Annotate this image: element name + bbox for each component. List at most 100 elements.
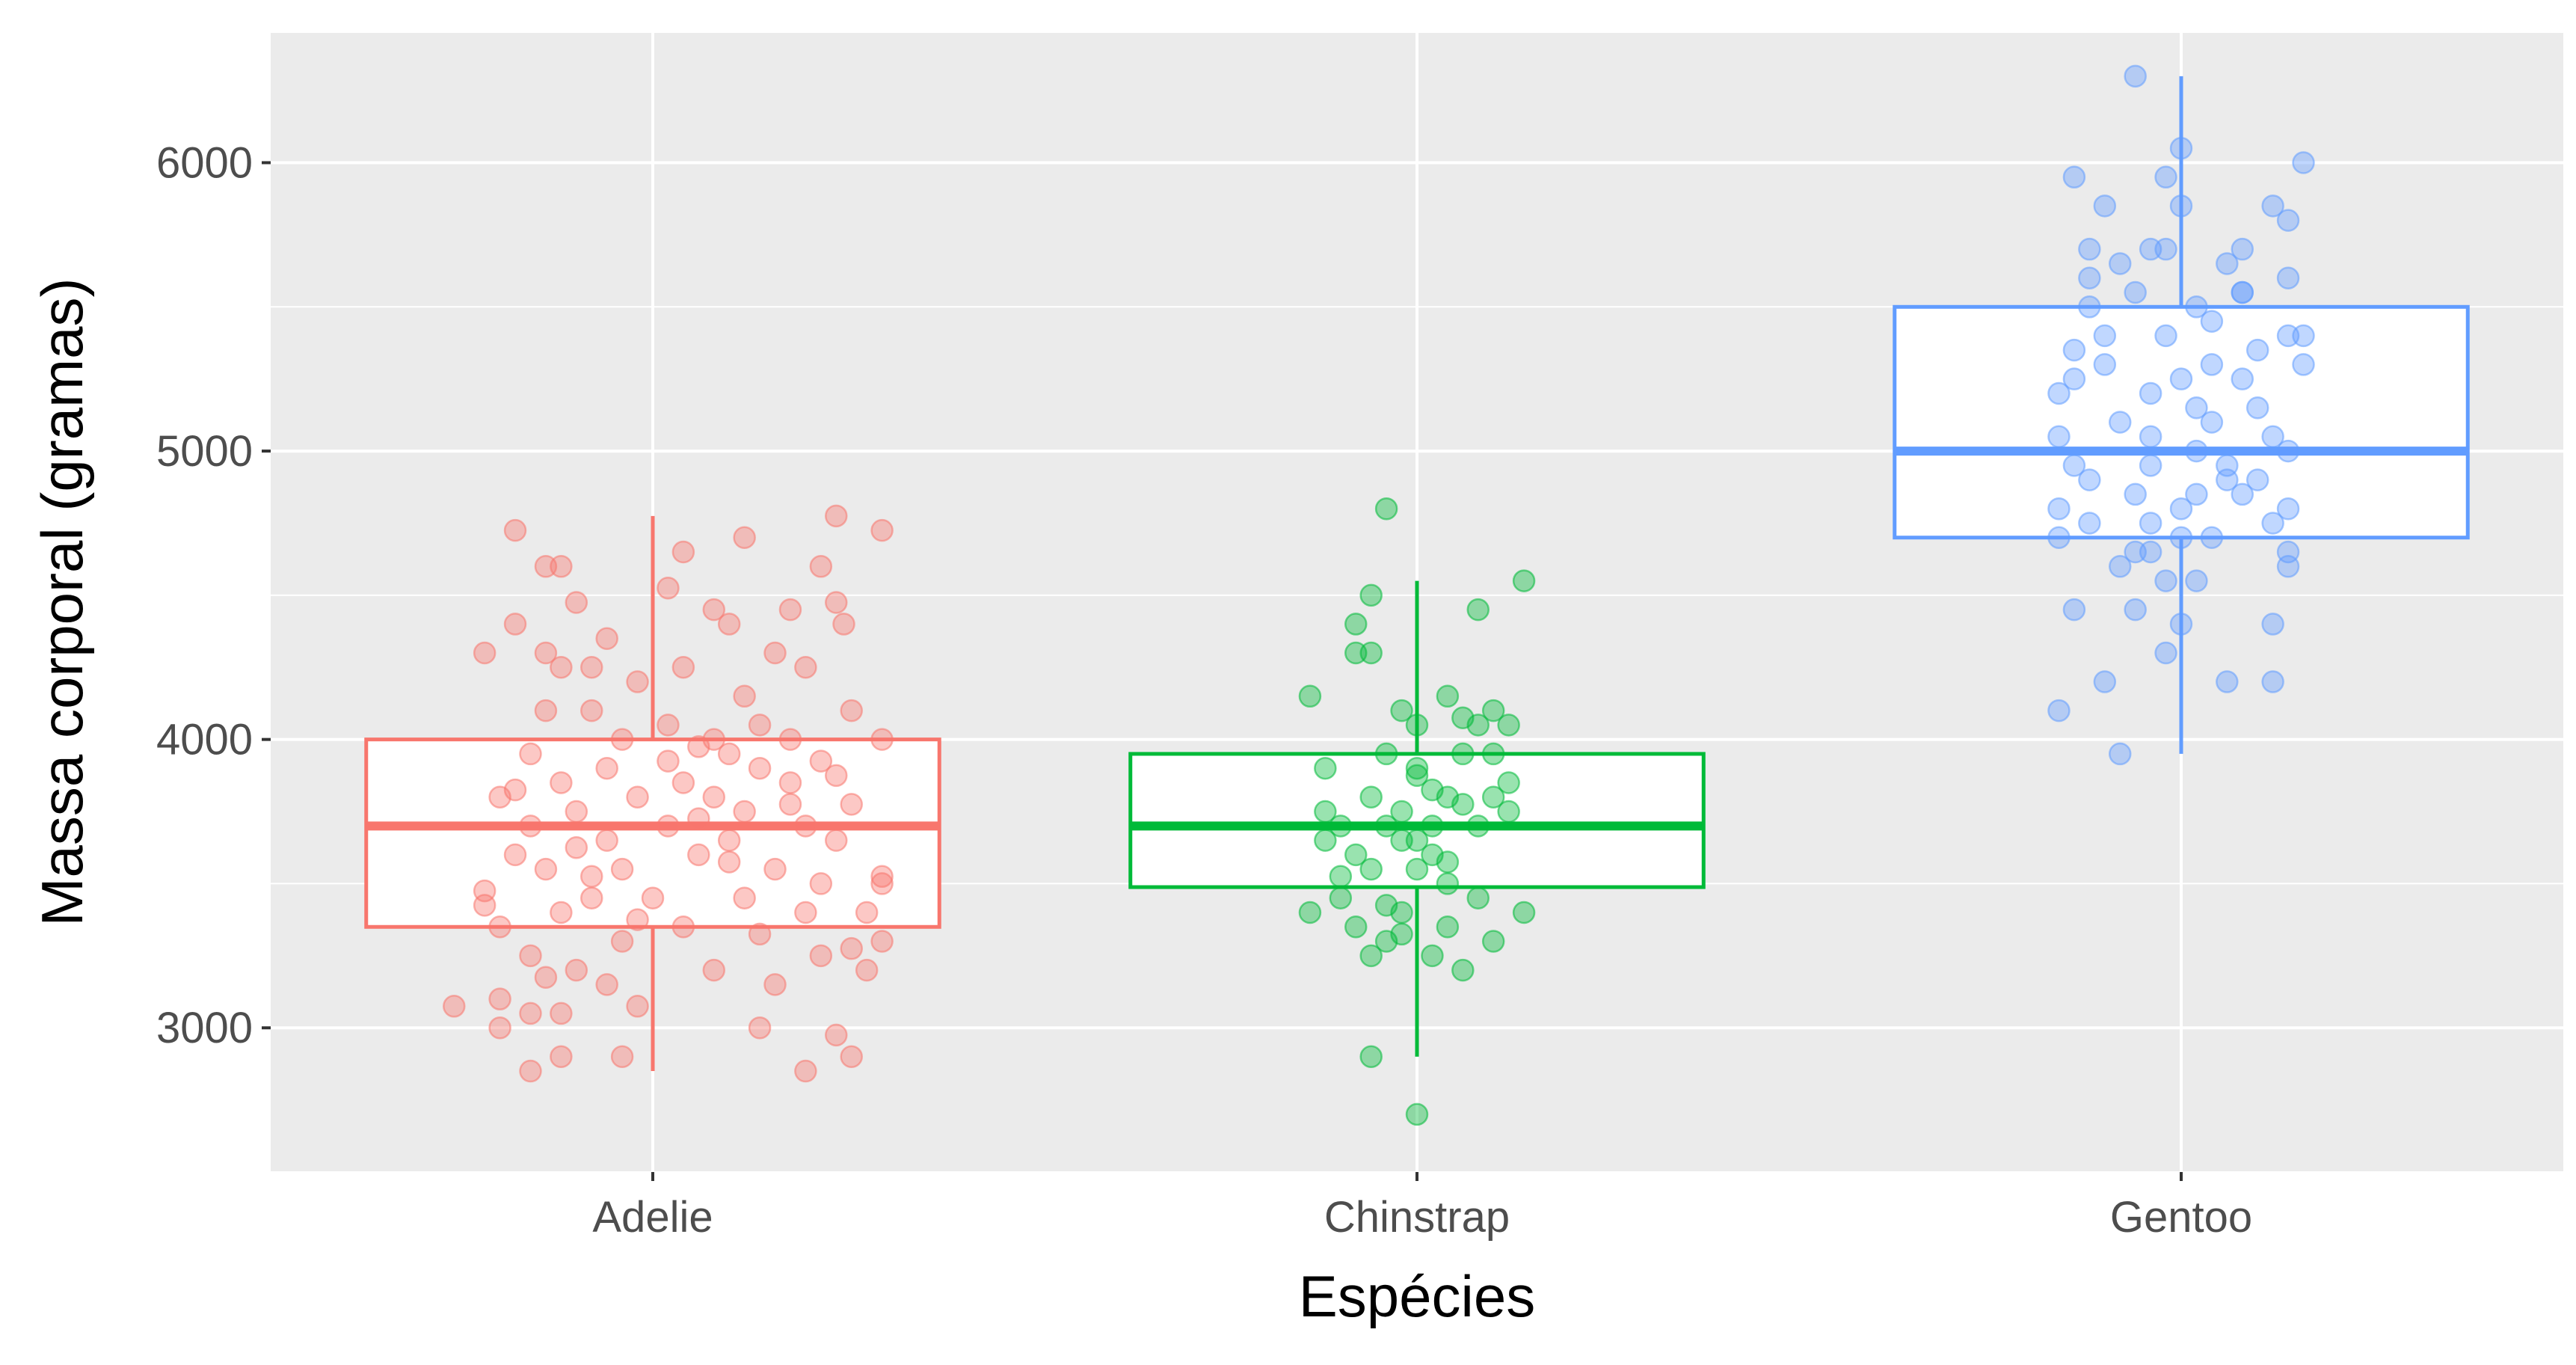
data-point-gentoo [2139,512,2162,535]
data-point-chinstrap [1344,843,1368,867]
data-point-adelie [519,1059,542,1083]
data-point-gentoo [2047,526,2071,549]
data-point-gentoo [2169,367,2193,390]
data-point-gentoo [2124,64,2147,88]
data-point-adelie [855,958,879,982]
data-point-adelie [550,656,573,679]
data-point-chinstrap [1436,915,1460,939]
data-point-adelie [503,778,527,802]
data-point-adelie [503,518,527,542]
y-tick-label: 5000 [156,427,253,476]
data-point-adelie [809,749,833,773]
data-point-adelie [595,973,618,996]
data-point-adelie [763,973,787,996]
data-point-gentoo [2216,670,2239,693]
data-point-chinstrap [1436,850,1460,874]
data-point-chinstrap [1405,756,1429,780]
data-point-adelie [702,785,726,809]
data-point-chinstrap [1436,872,1460,895]
data-point-adelie [733,684,756,708]
data-point-gentoo [2093,353,2117,376]
data-point-chinstrap [1374,894,1398,917]
data-point-chinstrap [1359,583,1383,607]
data-point-adelie [580,865,603,889]
data-point-chinstrap [1374,497,1398,521]
data-point-gentoo [2185,439,2208,463]
data-point-chinstrap [1421,944,1444,968]
data-point-adelie [870,865,894,889]
data-point-chinstrap [1359,785,1383,809]
data-point-chinstrap [1497,771,1520,794]
data-point-chinstrap [1405,1102,1429,1126]
data-point-adelie [550,1045,573,1069]
data-point-chinstrap [1512,901,1536,924]
data-point-gentoo [2093,670,2117,693]
data-point-adelie [626,908,649,931]
data-point-adelie [534,699,558,723]
data-point-chinstrap [1374,815,1398,838]
points-layer [443,64,2315,1126]
data-point-gentoo [2154,641,2177,665]
data-point-adelie [702,728,726,751]
data-point-adelie [870,872,894,895]
y-axis-title: Massa corporal (gramas) [29,278,95,927]
data-point-chinstrap [1405,857,1429,881]
data-point-adelie [825,1023,848,1047]
data-point-adelie [488,915,511,939]
data-point-chinstrap [1344,641,1368,665]
data-point-adelie [794,1059,817,1083]
data-point-adelie [550,901,573,924]
data-point-gentoo [2276,266,2300,289]
data-point-chinstrap [1298,901,1322,924]
data-point-adelie [534,857,558,881]
data-point-adelie [595,627,618,650]
data-point-adelie [443,995,466,1018]
data-point-adelie [748,1016,772,1040]
data-point-adelie [657,815,680,838]
data-point-gentoo [2276,209,2300,232]
data-point-adelie [763,641,787,665]
data-point-adelie [840,1045,863,1069]
data-point-chinstrap [1390,829,1413,852]
data-point-adelie [473,641,497,665]
data-point-adelie [657,714,680,737]
data-point-adelie [641,886,665,910]
data-point-chinstrap [1451,958,1475,982]
data-point-gentoo [2276,439,2300,463]
data-point-chinstrap [1466,815,1490,838]
data-point-chinstrap [1466,598,1490,622]
data-point-gentoo [2200,526,2224,549]
data-point-chinstrap [1359,857,1383,881]
data-point-adelie [580,886,603,910]
data-point-gentoo [2231,367,2254,390]
data-point-adelie [778,771,802,794]
data-point-gentoo [2062,165,2086,189]
data-point-chinstrap [1374,742,1398,766]
data-point-gentoo [2169,613,2193,636]
data-point-gentoo [2124,540,2147,564]
data-point-gentoo [2078,512,2101,535]
data-point-gentoo [2292,151,2315,174]
data-point-gentoo [2169,497,2193,521]
data-point-chinstrap [1481,930,1505,953]
data-point-gentoo [2276,555,2300,578]
data-point-chinstrap [1329,886,1353,910]
data-point-adelie [610,1045,634,1069]
data-point-chinstrap [1405,714,1429,737]
data-point-adelie [595,756,618,780]
data-point-gentoo [2185,482,2208,506]
data-point-chinstrap [1497,800,1520,823]
data-point-adelie [473,894,497,917]
data-point-adelie [763,857,787,881]
data-point-adelie [503,843,527,867]
data-point-gentoo [2245,338,2269,362]
data-point-adelie [748,714,772,737]
data-point-adelie [778,728,802,751]
data-point-gentoo [2261,613,2284,636]
data-point-gentoo [2245,468,2269,491]
data-point-adelie [702,958,726,982]
data-point-gentoo [2216,454,2239,477]
data-point-chinstrap [1451,742,1475,766]
data-point-adelie [610,857,634,881]
